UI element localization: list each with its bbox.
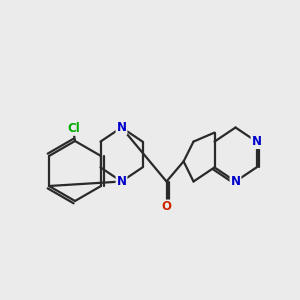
Text: N: N [116,121,127,134]
Text: N: N [251,135,262,148]
Text: N: N [116,175,127,188]
Text: O: O [161,200,172,214]
Text: Cl: Cl [67,122,80,135]
Text: N: N [230,175,241,188]
